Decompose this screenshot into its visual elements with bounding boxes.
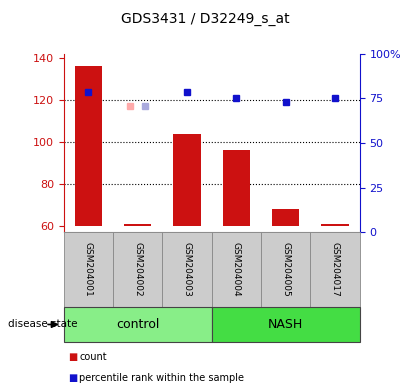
Text: ■: ■ bbox=[68, 352, 77, 362]
Text: GSM204005: GSM204005 bbox=[281, 242, 290, 297]
Text: GSM204017: GSM204017 bbox=[330, 242, 339, 297]
Text: GSM204003: GSM204003 bbox=[182, 242, 192, 297]
Bar bbox=[75, 66, 102, 226]
Text: percentile rank within the sample: percentile rank within the sample bbox=[79, 373, 244, 383]
Text: GSM204002: GSM204002 bbox=[133, 242, 142, 297]
Text: NASH: NASH bbox=[268, 318, 303, 331]
Text: count: count bbox=[79, 352, 107, 362]
Bar bbox=[223, 151, 250, 226]
Text: ■: ■ bbox=[68, 373, 77, 383]
Text: GSM204001: GSM204001 bbox=[84, 242, 93, 297]
Bar bbox=[272, 209, 299, 226]
Bar bbox=[124, 224, 151, 226]
Bar bbox=[173, 134, 201, 226]
Text: GDS3431 / D32249_s_at: GDS3431 / D32249_s_at bbox=[121, 12, 290, 25]
Text: disease state: disease state bbox=[8, 319, 78, 329]
Text: GSM204004: GSM204004 bbox=[232, 242, 241, 297]
Bar bbox=[321, 224, 349, 226]
Text: control: control bbox=[116, 318, 159, 331]
